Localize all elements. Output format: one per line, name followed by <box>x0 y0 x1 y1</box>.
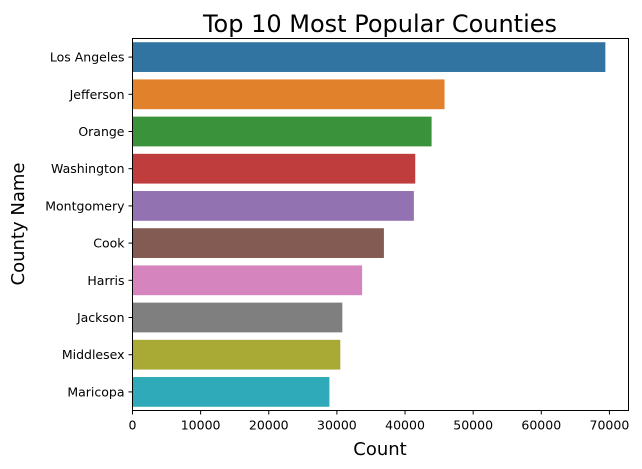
plot-frame <box>132 38 629 411</box>
bar-harris <box>132 265 363 296</box>
bar-orange <box>132 116 432 147</box>
bar-middlesex <box>132 339 341 370</box>
y-axis-ticks: Los Angeles Jefferson Orange Washington Mont… <box>45 50 133 399</box>
bar-maricopa <box>132 377 330 407</box>
y-tick-label: Maricopa <box>67 384 124 399</box>
x-axis-label: Count <box>353 439 406 460</box>
bar-jefferson <box>132 79 445 110</box>
y-tick-label: Cook <box>93 236 125 251</box>
x-tick-label: 70000 <box>590 418 630 433</box>
y-tick-label: Washington <box>51 161 124 176</box>
bar-montgomery <box>132 191 414 221</box>
x-tick-label: 30000 <box>317 418 357 433</box>
chart-title: Top 10 Most Popular Counties <box>202 10 557 38</box>
x-tick-label: 60000 <box>521 418 561 433</box>
y-tick-label: Montgomery <box>45 198 125 213</box>
bar-jackson <box>132 302 343 333</box>
y-tick-label: Middlesex <box>62 347 125 362</box>
bars-group <box>132 42 606 407</box>
y-tick-label: Harris <box>87 273 124 288</box>
y-tick-label: Los Angeles <box>50 50 125 65</box>
bar-cook <box>132 228 384 258</box>
y-tick-label: Jackson <box>76 310 125 325</box>
y-axis-label: County Name <box>8 163 29 286</box>
bar-washington <box>132 153 416 184</box>
y-tick-label: Jefferson <box>69 87 125 102</box>
x-tick-label: 20000 <box>249 418 289 433</box>
x-tick-label: 50000 <box>453 418 493 433</box>
x-tick-label: 10000 <box>181 418 221 433</box>
y-tick-label: Orange <box>78 124 124 139</box>
x-tick-label: 40000 <box>385 418 425 433</box>
x-tick-label: 0 <box>129 418 137 433</box>
x-axis-ticks: 0 10000 20000 30000 40000 50000 60000 70000 <box>129 410 630 433</box>
bar-los-angeles <box>132 42 606 72</box>
